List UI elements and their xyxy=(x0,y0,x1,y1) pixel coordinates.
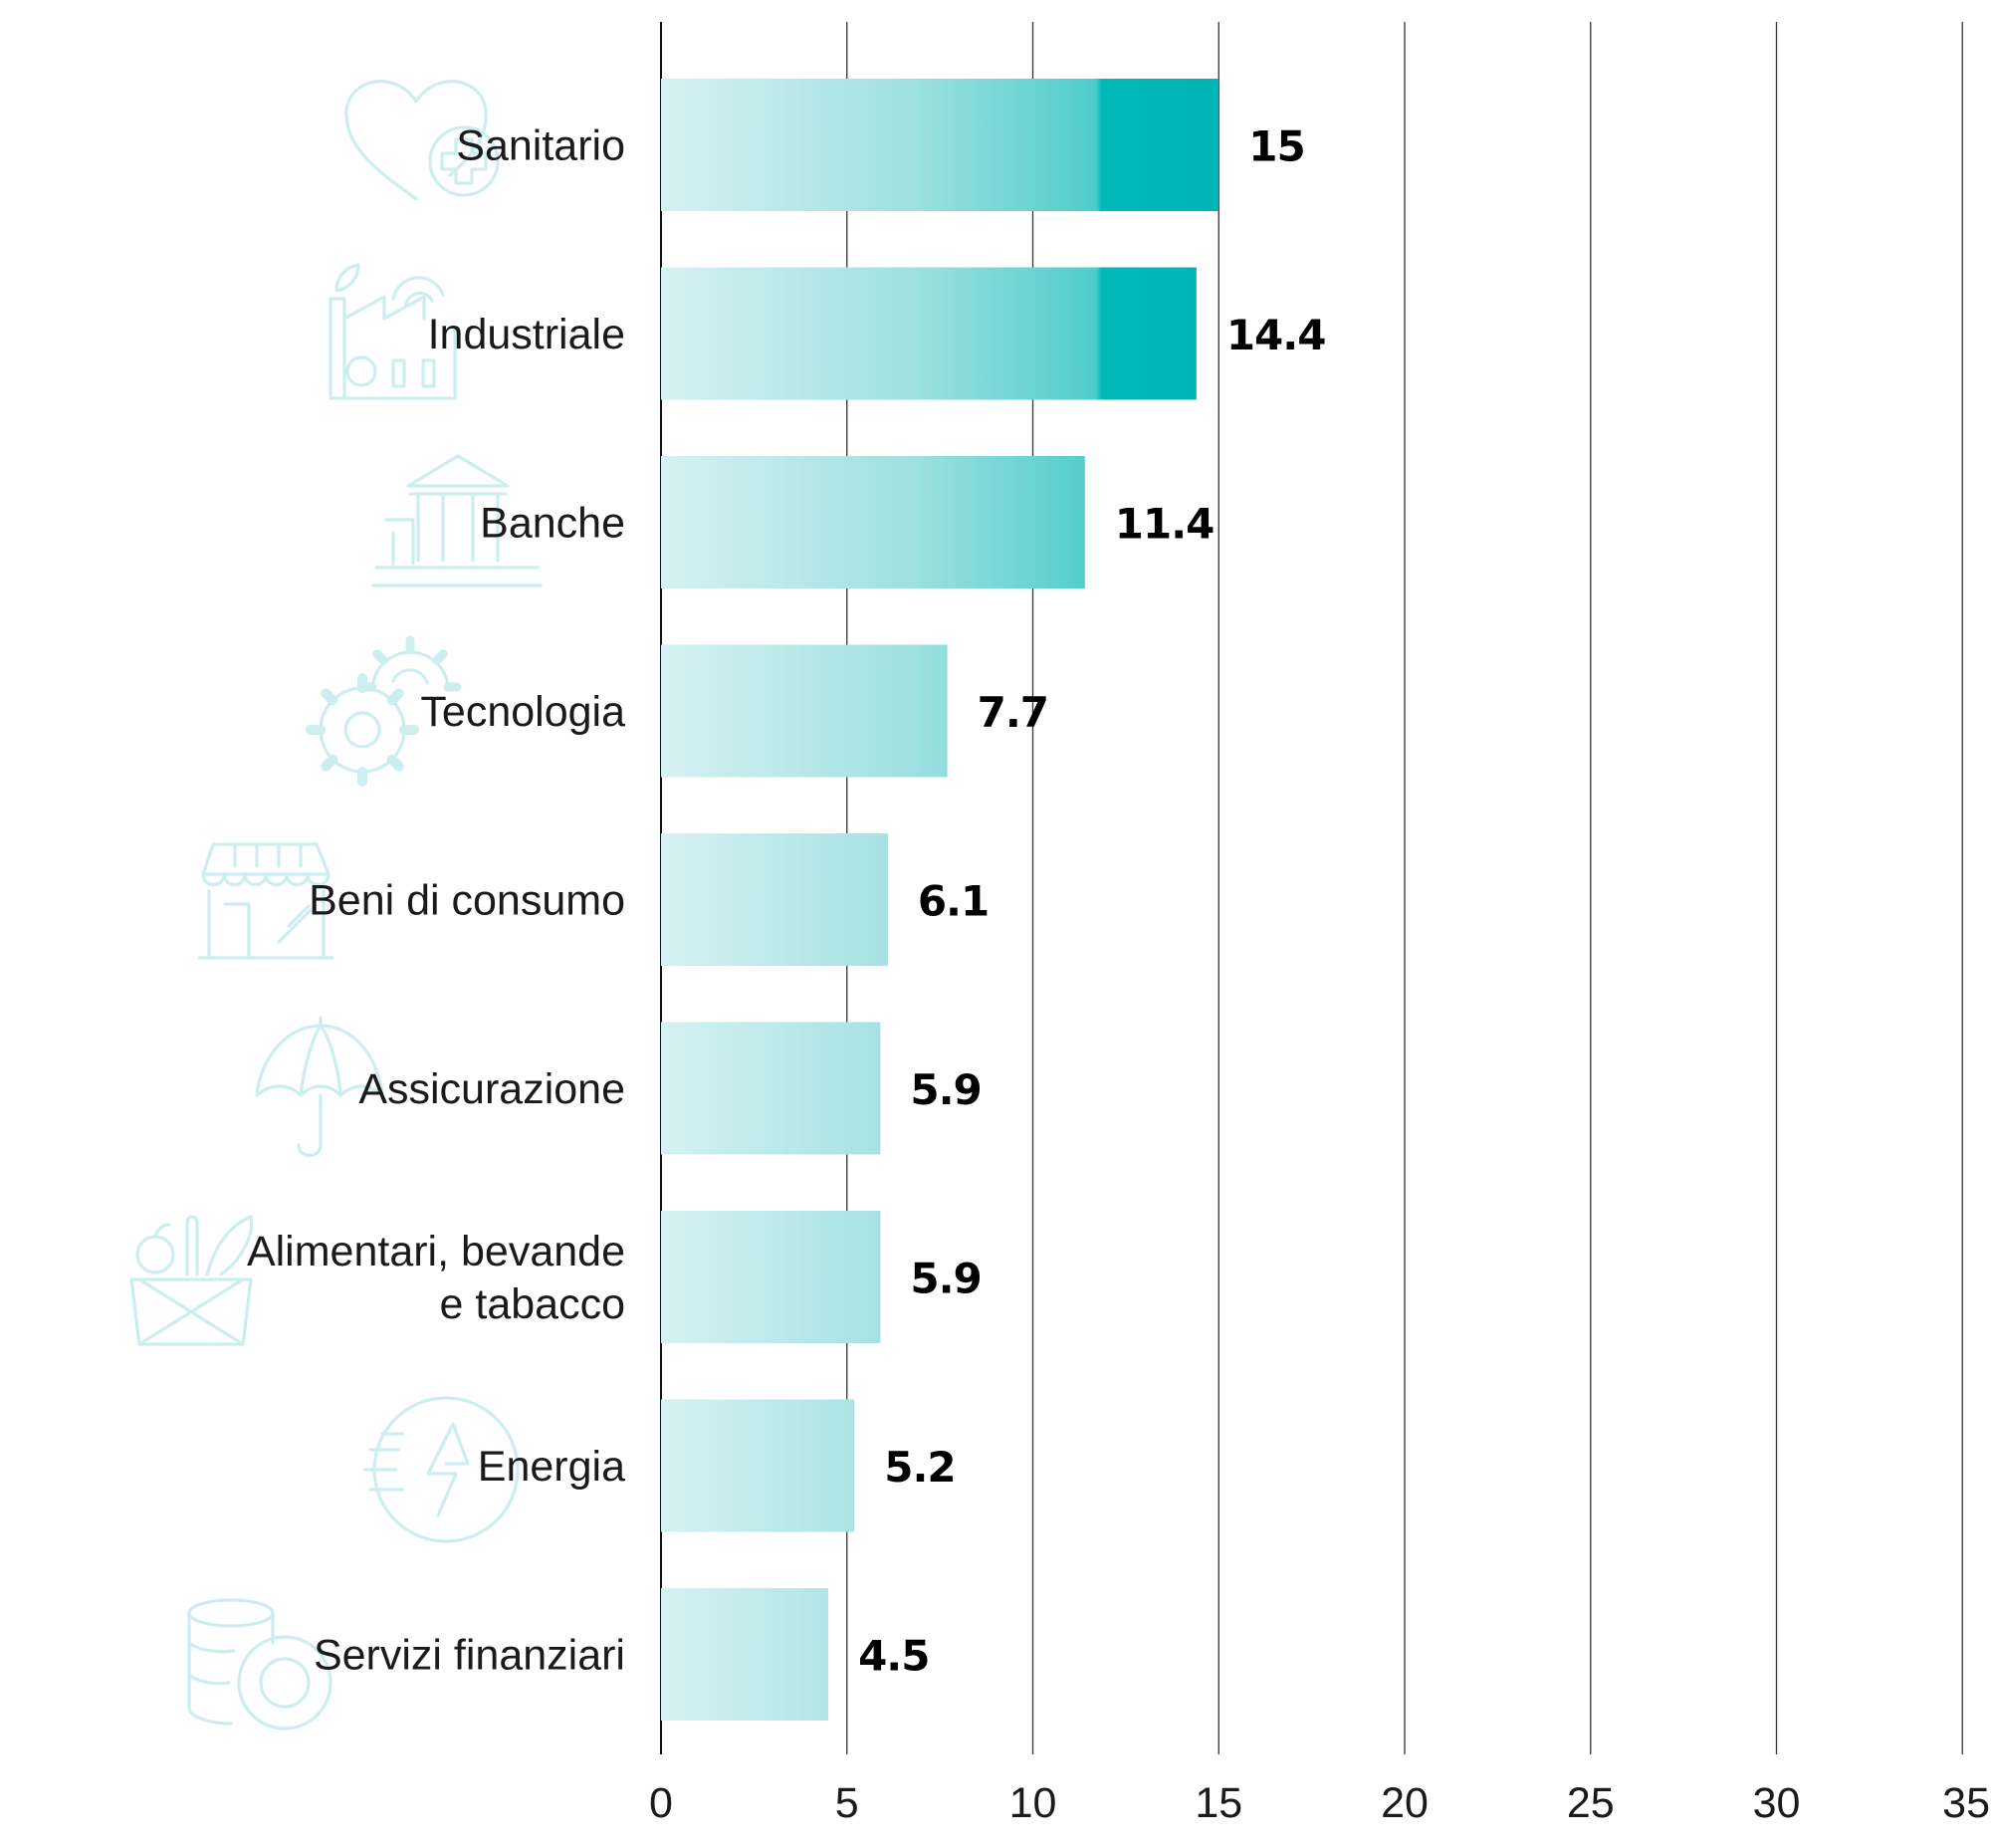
bar xyxy=(661,267,1197,400)
bar xyxy=(661,1399,855,1532)
category-label: Tecnologia xyxy=(420,688,625,736)
x-axis-ticks: 0 5 10 15 20 25 30 35 xyxy=(649,1779,1990,1827)
category-labels: Sanitario Industriale Banche Tecnologia Beni… xyxy=(247,122,625,1680)
data-label: 11.4 xyxy=(1115,500,1215,549)
data-label: 15 xyxy=(1248,122,1304,171)
shop-icon xyxy=(197,842,334,960)
coins-icon xyxy=(187,1598,332,1731)
energy-icon xyxy=(362,1396,520,1543)
umbrella-icon xyxy=(255,1016,384,1158)
food-basket-icon xyxy=(129,1215,254,1346)
category-label: Industriale xyxy=(428,311,625,358)
heart-plus-icon xyxy=(344,80,500,201)
value-labels: 15 14.4 11.4 7.7 6.1 5.9 5.9 5.2 4.5 xyxy=(858,122,1326,1681)
x-tick-label: 5 xyxy=(835,1779,859,1827)
bar xyxy=(661,1211,881,1343)
category-label: Banche xyxy=(480,500,625,548)
x-tick-label: 35 xyxy=(1942,1779,1990,1827)
bar xyxy=(661,79,1219,211)
x-tick-label: 20 xyxy=(1381,1779,1429,1827)
category-label: Beni di consumo xyxy=(309,877,625,925)
category-icons xyxy=(129,80,543,1731)
category-label: Servizi finanziari xyxy=(314,1632,625,1680)
bar xyxy=(661,644,948,778)
bar xyxy=(661,456,1085,588)
data-label: 6.1 xyxy=(918,877,989,926)
bar xyxy=(661,1588,829,1721)
gears-icon xyxy=(306,635,462,787)
bars xyxy=(661,79,1219,1721)
category-label: Energia xyxy=(478,1443,625,1491)
factory-icon xyxy=(329,263,457,400)
bar xyxy=(661,1022,881,1155)
x-tick-label: 15 xyxy=(1195,1779,1242,1827)
data-label: 14.4 xyxy=(1226,311,1326,359)
x-tick-label: 25 xyxy=(1567,1779,1615,1827)
data-label: 4.5 xyxy=(858,1632,929,1681)
bar xyxy=(661,833,888,966)
x-tick-label: 30 xyxy=(1753,1779,1801,1827)
data-label: 5.2 xyxy=(884,1443,955,1492)
category-label: Assicurazione xyxy=(358,1065,625,1113)
data-label: 7.7 xyxy=(978,688,1048,737)
data-label: 5.9 xyxy=(910,1065,981,1114)
x-tick-label: 10 xyxy=(1009,1779,1057,1827)
x-tick-label: 0 xyxy=(649,1779,673,1827)
data-label: 5.9 xyxy=(910,1255,981,1303)
bank-icon xyxy=(371,454,543,587)
category-label: Alimentari, bevande e tabacco xyxy=(247,1228,625,1328)
category-label: Sanitario xyxy=(456,122,625,170)
